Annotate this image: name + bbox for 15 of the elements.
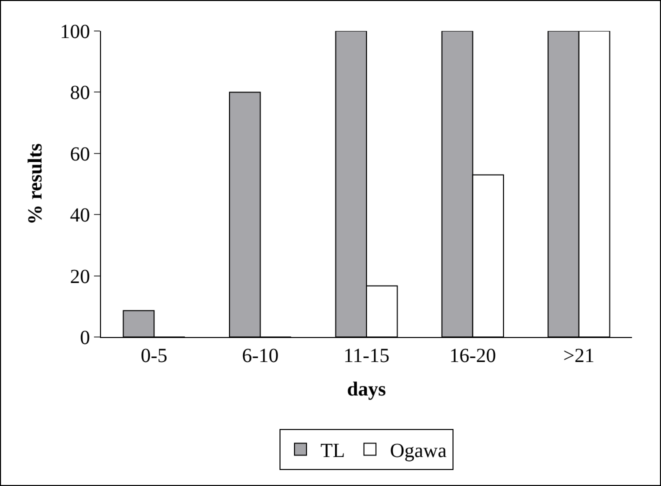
x-axis-title: days — [347, 378, 386, 400]
x-tick-label: 16-20 — [449, 345, 496, 367]
y-tick-label: 0 — [80, 327, 90, 349]
x-tick-label: 11-15 — [344, 345, 390, 367]
y-axis-title: % results — [24, 143, 46, 225]
legend-label: TL — [320, 440, 345, 462]
x-tick-label: 6-10 — [242, 345, 279, 367]
x-tick-label: >21 — [563, 345, 595, 367]
legend-label: Ogawa — [390, 440, 447, 462]
y-tick-label: 100 — [60, 21, 90, 43]
x-tick-label: 0-5 — [140, 345, 168, 367]
y-tick-label: 40 — [70, 204, 90, 227]
y-tick-label: 20 — [70, 266, 90, 288]
y-tick-label: 60 — [70, 143, 90, 166]
y-tick-label: 80 — [70, 82, 90, 104]
